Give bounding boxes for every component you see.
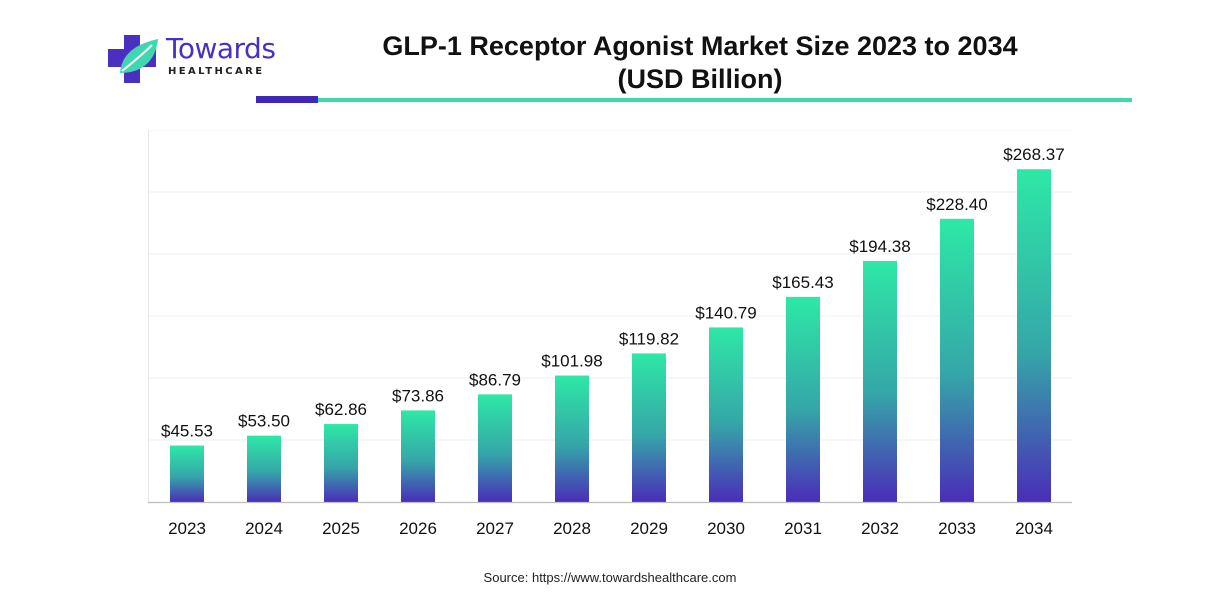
bar-2026 (401, 410, 435, 502)
brand-logo: Towards HEALTHCARE (106, 33, 296, 85)
x-tick-label-2034: 2034 (1015, 519, 1053, 538)
data-label-2023: $45.53 (161, 422, 213, 441)
bar-2024 (247, 435, 281, 502)
data-label-2032: $194.38 (849, 237, 910, 256)
bars: $45.53 $53.50 $62.86 $73.86 $86.79 $101.98 $11… (161, 145, 1065, 502)
x-tick-label-2030: 2030 (707, 519, 745, 538)
x-axis-labels: 2023 2024 2025 2026 2027 2028 2029 2030 2031 2032… (168, 519, 1053, 538)
data-label-2033: $228.40 (926, 195, 987, 214)
data-label-2027: $86.79 (469, 370, 521, 389)
x-tick-label-2032: 2032 (861, 519, 899, 538)
bar-chart-svg: $45.53 $53.50 $62.86 $73.86 $86.79 $101.98 $11… (148, 129, 1072, 504)
x-tick-label-2026: 2026 (399, 519, 437, 538)
source-note: Source: https://www.towardshealthcare.co… (483, 570, 737, 585)
bar-2031 (786, 296, 820, 502)
bar-2027 (478, 394, 512, 502)
data-label-2031: $165.43 (772, 273, 833, 292)
x-tick-label-2025: 2025 (322, 519, 360, 538)
bar-2030 (709, 327, 743, 502)
data-label-2024: $53.50 (238, 412, 290, 431)
bar-2028 (555, 375, 589, 502)
brand-subtitle: HEALTHCARE (168, 66, 265, 77)
data-label-2029: $119.82 (619, 329, 679, 348)
chart-title-line2: (USD Billion) (617, 64, 783, 94)
data-label-2026: $73.86 (392, 386, 444, 405)
x-tick-label-2027: 2027 (476, 519, 514, 538)
x-tick-label-2033: 2033 (938, 519, 976, 538)
chart-title: GLP-1 Receptor Agonist Market Size 2023 … (340, 30, 1060, 96)
header-rule (318, 98, 1132, 102)
x-tick-label-2028: 2028 (553, 519, 591, 538)
brand-name: Towards (166, 32, 276, 65)
gridlines (148, 129, 1072, 441)
bar-2033 (940, 218, 974, 502)
data-label-2025: $62.86 (315, 400, 367, 419)
data-label-2028: $101.98 (541, 352, 602, 371)
chart-title-line1: GLP-1 Receptor Agonist Market Size 2023 … (382, 31, 1018, 61)
data-label-2030: $140.79 (695, 303, 756, 322)
bar-2023 (170, 445, 204, 502)
x-tick-label-2023: 2023 (168, 519, 206, 538)
x-tick-label-2031: 2031 (784, 519, 822, 538)
bar-2025 (324, 424, 358, 502)
data-label-2034: $268.37 (1003, 145, 1064, 164)
x-tick-label-2024: 2024 (245, 519, 283, 538)
medical-cross-leaf-icon (108, 35, 158, 83)
bar-2032 (863, 260, 897, 502)
x-tick-label-2029: 2029 (630, 519, 668, 538)
header-rule-accent (256, 96, 318, 103)
bar-2029 (632, 353, 666, 502)
bar-2034 (1017, 169, 1051, 502)
bar-chart: $45.53 $53.50 $62.86 $73.86 $86.79 $101.98 $11… (148, 129, 1072, 504)
